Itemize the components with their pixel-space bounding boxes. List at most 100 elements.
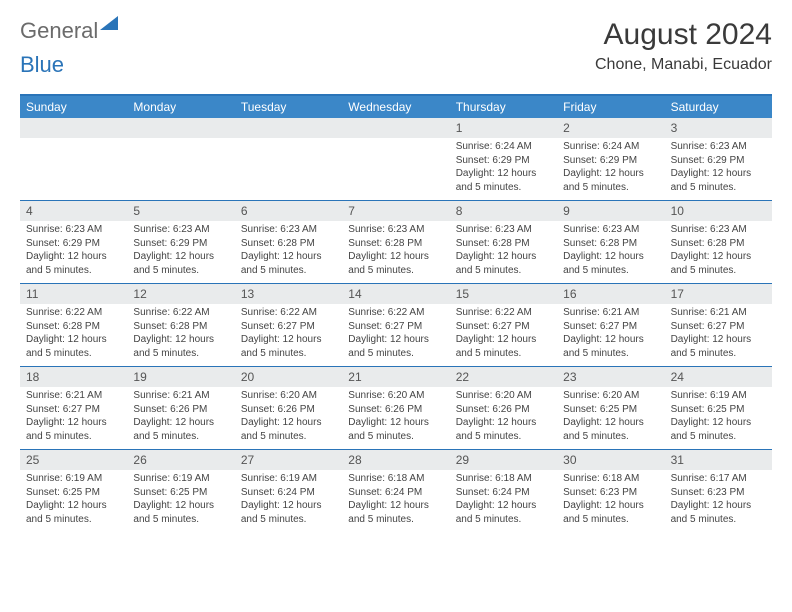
day-details: Sunrise: 6:18 AMSunset: 6:23 PMDaylight:… bbox=[557, 470, 664, 532]
daylight-text-2: and 5 minutes. bbox=[456, 430, 551, 444]
sunrise-text: Sunrise: 6:20 AM bbox=[456, 389, 551, 403]
day-number: 5 bbox=[127, 201, 234, 221]
day-details: Sunrise: 6:22 AMSunset: 6:27 PMDaylight:… bbox=[342, 304, 449, 366]
day-details: Sunrise: 6:21 AMSunset: 6:27 PMDaylight:… bbox=[665, 304, 772, 366]
sunrise-text: Sunrise: 6:23 AM bbox=[456, 223, 551, 237]
daylight-text-1: Daylight: 12 hours bbox=[563, 250, 658, 264]
sunrise-text: Sunrise: 6:23 AM bbox=[671, 140, 766, 154]
daylight-text-2: and 5 minutes. bbox=[563, 513, 658, 527]
sunset-text: Sunset: 6:29 PM bbox=[563, 154, 658, 168]
daylight-text-1: Daylight: 12 hours bbox=[241, 499, 336, 513]
daylight-text-2: and 5 minutes. bbox=[456, 513, 551, 527]
title-block: August 2024 Chone, Manabi, Ecuador bbox=[595, 18, 772, 74]
location-text: Chone, Manabi, Ecuador bbox=[595, 56, 772, 74]
daylight-text-1: Daylight: 12 hours bbox=[241, 250, 336, 264]
day-details: Sunrise: 6:21 AMSunset: 6:27 PMDaylight:… bbox=[557, 304, 664, 366]
daylight-text-1: Daylight: 12 hours bbox=[133, 416, 228, 430]
sunrise-text: Sunrise: 6:22 AM bbox=[348, 306, 443, 320]
daynum-row: 11121314151617 bbox=[20, 284, 772, 304]
daylight-text-1: Daylight: 12 hours bbox=[26, 499, 121, 513]
day-details: Sunrise: 6:24 AMSunset: 6:29 PMDaylight:… bbox=[450, 138, 557, 200]
day-details: Sunrise: 6:18 AMSunset: 6:24 PMDaylight:… bbox=[342, 470, 449, 532]
daylight-text-1: Daylight: 12 hours bbox=[348, 416, 443, 430]
logo-sail-icon bbox=[100, 16, 118, 30]
week-row: 45678910Sunrise: 6:23 AMSunset: 6:29 PMD… bbox=[20, 200, 772, 283]
day-details: Sunrise: 6:24 AMSunset: 6:29 PMDaylight:… bbox=[557, 138, 664, 200]
daylight-text-1: Daylight: 12 hours bbox=[671, 250, 766, 264]
daylight-text-1: Daylight: 12 hours bbox=[456, 167, 551, 181]
day-number: 1 bbox=[450, 118, 557, 138]
sunrise-text: Sunrise: 6:21 AM bbox=[671, 306, 766, 320]
week-row: 123Sunrise: 6:24 AMSunset: 6:29 PMDaylig… bbox=[20, 118, 772, 200]
day-number: 4 bbox=[20, 201, 127, 221]
details-row: Sunrise: 6:23 AM Sunset: 6:29 PM Daylight:… bbox=[20, 221, 772, 283]
sunset-text: Sunset: 6:28 PM bbox=[456, 237, 551, 251]
sunset-text: Sunset: 6:27 PM bbox=[348, 320, 443, 334]
day-details: Sunrise: 6:19 AMSunset: 6:25 PMDaylight:… bbox=[20, 470, 127, 532]
day-details: Sunrise: 6:22 AMSunset: 6:27 PMDaylight:… bbox=[450, 304, 557, 366]
daylight-text-2: and 5 minutes. bbox=[563, 430, 658, 444]
daynum-row: 25262728293031 bbox=[20, 450, 772, 470]
daylight-text-1: Daylight: 12 hours bbox=[456, 250, 551, 264]
daylight-text-1: Daylight: 12 hours bbox=[26, 250, 121, 264]
sunset-text: Sunset: 6:26 PM bbox=[133, 403, 228, 417]
details-row: Sunrise: 6:24 AMSunset: 6:29 PMDaylight:… bbox=[20, 138, 772, 200]
daylight-text-1: Daylight: 12 hours bbox=[26, 333, 121, 347]
sunset-text: Sunset: 6:28 PM bbox=[563, 237, 658, 251]
day-number: 14 bbox=[342, 284, 449, 304]
daylight-text-2: and 5 minutes. bbox=[26, 513, 121, 527]
daylight-text-2: and 5 minutes. bbox=[671, 513, 766, 527]
sunset-text: Sunset: 6:29 PM bbox=[133, 237, 228, 251]
day-number: 18 bbox=[20, 367, 127, 387]
day-number: 30 bbox=[557, 450, 664, 470]
day-details: Sunrise: 6:19 AMSunset: 6:25 PMDaylight:… bbox=[665, 387, 772, 449]
daynum-row: 18192021222324 bbox=[20, 367, 772, 387]
day-details: Sunrise: 6:23 AMSunset: 6:29 PMDaylight:… bbox=[665, 138, 772, 200]
sunrise-text: Sunrise: 6:22 AM bbox=[456, 306, 551, 320]
day-number: 16 bbox=[557, 284, 664, 304]
day-details: Sunrise: 6:17 AMSunset: 6:23 PMDaylight:… bbox=[665, 470, 772, 532]
day-number: 20 bbox=[235, 367, 342, 387]
daylight-text-2: and 5 minutes. bbox=[563, 347, 658, 361]
day-number: 22 bbox=[450, 367, 557, 387]
sunset-text: Sunset: 6:25 PM bbox=[671, 403, 766, 417]
daylight-text-1: Daylight: 12 hours bbox=[671, 499, 766, 513]
day-details: Sunrise: 6:22 AMSunset: 6:28 PMDaylight:… bbox=[20, 304, 127, 366]
sunrise-text: Sunrise: 6:20 AM bbox=[563, 389, 658, 403]
sunset-text: Sunset: 6:28 PM bbox=[133, 320, 228, 334]
sunset-text: Sunset: 6:26 PM bbox=[348, 403, 443, 417]
daylight-text-2: and 5 minutes. bbox=[671, 347, 766, 361]
day-details: Sunrise: 6:23 AMSunset: 6:28 PMDaylight:… bbox=[450, 221, 557, 283]
sunrise-text: Sunrise: 6:22 AM bbox=[133, 306, 228, 320]
sunrise-text: Sunrise: 6:19 AM bbox=[26, 472, 121, 486]
daylight-text-1: Daylight: 12 hours bbox=[348, 333, 443, 347]
day-details: Sunrise: 6:22 AMSunset: 6:27 PMDaylight:… bbox=[235, 304, 342, 366]
week-row: 11121314151617Sunrise: 6:22 AMSunset: 6:… bbox=[20, 283, 772, 366]
day-number bbox=[342, 118, 449, 138]
sunset-text: Sunset: 6:28 PM bbox=[26, 320, 121, 334]
week-row: 18192021222324Sunrise: 6:21 AMSunset: 6:… bbox=[20, 366, 772, 449]
sunrise-text: Sunrise: 6:21 AM bbox=[133, 389, 228, 403]
day-details: Sunrise: 6:18 AMSunset: 6:24 PMDaylight:… bbox=[450, 470, 557, 532]
day-details bbox=[127, 138, 234, 200]
day-number: 31 bbox=[665, 450, 772, 470]
sunrise-text: Sunrise: 6:23 AM bbox=[671, 223, 766, 237]
daylight-text-2: and 5 minutes. bbox=[671, 264, 766, 278]
sunset-text: Sunset: 6:23 PM bbox=[671, 486, 766, 500]
daylight-text-2: and 5 minutes. bbox=[26, 347, 121, 361]
daylight-text-2: and 5 minutes. bbox=[241, 347, 336, 361]
daylight-text-2: and 5 minutes. bbox=[241, 513, 336, 527]
sunrise-text: Sunrise: 6:22 AM bbox=[26, 306, 121, 320]
sunset-text: Sunset: 6:29 PM bbox=[456, 154, 551, 168]
sunset-text: Sunset: 6:26 PM bbox=[241, 403, 336, 417]
sunset-text: Sunset: 6:24 PM bbox=[348, 486, 443, 500]
logo-word-1: General bbox=[20, 18, 98, 44]
daylight-text-1: Daylight: 12 hours bbox=[348, 499, 443, 513]
daylight-text-2: and 5 minutes. bbox=[563, 264, 658, 278]
day-number: 27 bbox=[235, 450, 342, 470]
sunset-text: Sunset: 6:29 PM bbox=[671, 154, 766, 168]
day-number: 13 bbox=[235, 284, 342, 304]
day-number: 3 bbox=[665, 118, 772, 138]
sunset-text: Sunset: 6:26 PM bbox=[456, 403, 551, 417]
daylight-text-1: Daylight: 12 hours bbox=[348, 250, 443, 264]
